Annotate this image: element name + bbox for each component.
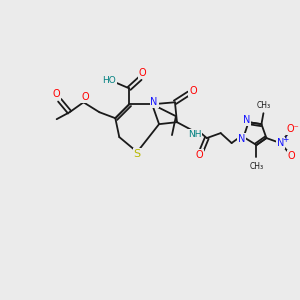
Text: N: N — [238, 134, 245, 144]
Text: HO: HO — [103, 76, 116, 85]
Text: O: O — [196, 150, 204, 160]
Text: O⁻: O⁻ — [287, 124, 300, 134]
Text: N: N — [243, 115, 250, 125]
Text: O: O — [189, 86, 197, 96]
Text: O: O — [287, 151, 295, 161]
Text: CH₃: CH₃ — [256, 101, 271, 110]
Text: O: O — [138, 68, 146, 79]
Text: S: S — [134, 149, 141, 159]
Text: N: N — [277, 138, 284, 148]
Text: N: N — [150, 97, 158, 107]
Text: O: O — [53, 89, 61, 99]
Text: NH: NH — [188, 130, 202, 139]
Text: +: + — [282, 135, 289, 144]
Text: CH₃: CH₃ — [249, 162, 263, 171]
Text: O: O — [82, 92, 89, 102]
